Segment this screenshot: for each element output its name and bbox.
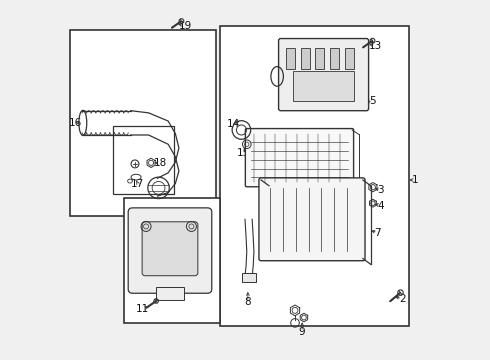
FancyBboxPatch shape [259,178,365,261]
Bar [220,26,409,327]
Text: 15: 15 [237,148,250,158]
Bar [243,273,256,282]
Text: 14: 14 [227,118,240,129]
Text: 1: 1 [412,175,418,185]
FancyBboxPatch shape [279,39,368,111]
Text: 13: 13 [369,41,382,51]
FancyBboxPatch shape [245,129,354,187]
Text: 19: 19 [178,21,192,31]
Text: 7: 7 [374,228,381,238]
Text: 5: 5 [369,96,376,107]
Bar [113,126,173,194]
Text: 2: 2 [399,294,406,303]
Bar [316,48,324,69]
Bar [123,198,220,323]
Bar [330,48,339,69]
FancyBboxPatch shape [128,208,212,293]
Text: 10: 10 [173,227,187,237]
Bar [70,30,217,216]
Bar [293,71,354,102]
Text: 16: 16 [69,118,82,128]
Bar [301,48,310,69]
Bar [156,287,184,300]
Text: 6: 6 [270,164,276,174]
Text: 12: 12 [331,79,344,89]
Text: 3: 3 [377,185,384,195]
FancyBboxPatch shape [142,222,198,276]
Text: 9: 9 [299,327,305,337]
Text: 18: 18 [153,158,167,168]
Bar [344,48,354,69]
Text: 4: 4 [377,201,384,211]
Text: 11: 11 [136,303,149,314]
Bar [286,48,295,69]
Text: 17: 17 [131,179,145,189]
Text: 8: 8 [245,297,251,307]
